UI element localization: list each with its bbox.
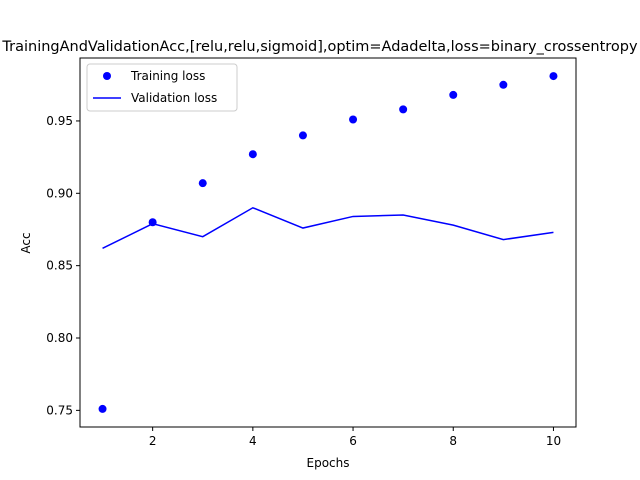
training-point [349,115,358,124]
x-axis-ticks: 2 4 6 8 10 [149,427,561,448]
x-tick-label: 8 [449,434,457,448]
validation-line [102,206,554,249]
x-tick-label: 4 [249,434,257,448]
chart-title: TrainingAndValidationAcc,[relu,relu,sigm… [1,39,638,55]
training-point [449,90,458,99]
legend-label: Validation loss [131,91,217,105]
legend-marker-swatch [103,72,111,80]
plot-frame [79,57,577,428]
x-tick-label: 2 [149,434,157,448]
y-tick-label: 0.90 [46,186,73,200]
training-point [298,131,307,140]
legend-box [86,63,238,112]
y-tick-label: 0.95 [46,114,73,128]
y-axis-label: Acc [19,232,33,253]
training-point [549,72,558,81]
x-tick-label: 6 [349,434,357,448]
y-tick-label: 0.75 [46,403,73,417]
training-point [499,80,508,89]
training-point [399,105,408,114]
y-axis-ticks: 0.75 0.80 0.85 0.90 0.95 [46,114,80,417]
legend: Training loss Validation loss [86,63,238,112]
training-point [248,150,257,159]
training-point [198,179,207,188]
training-point [98,404,107,413]
x-axis-label: Epochs [307,456,350,470]
legend-label: Training loss [130,69,205,83]
x-tick-label: 10 [546,434,561,448]
plot-area [79,57,577,428]
y-tick-label: 0.80 [46,331,73,345]
y-tick-label: 0.85 [46,259,73,273]
